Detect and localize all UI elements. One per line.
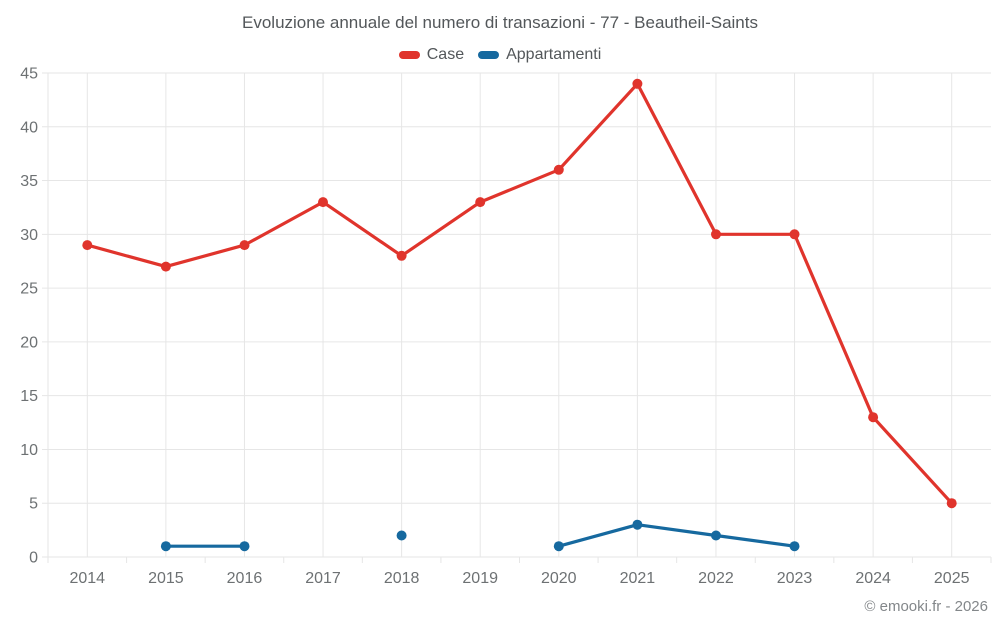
x-tick-label: 2019 <box>462 570 498 587</box>
series-line-case <box>85 82 954 505</box>
data-point-case-2023[interactable] <box>789 229 800 240</box>
y-tick-label: 35 <box>20 173 38 190</box>
x-tick-label: 2022 <box>698 570 734 587</box>
y-tick-label: 10 <box>20 442 38 459</box>
x-tick-label: 2025 <box>934 570 970 587</box>
data-point-case-2014[interactable] <box>82 240 93 251</box>
y-tick-label: 15 <box>20 388 38 405</box>
data-point-case-2015[interactable] <box>160 261 171 272</box>
y-tick-label: 30 <box>20 227 38 244</box>
chart-title: Evoluzione annuale del numero di transaz… <box>242 13 758 32</box>
copyright-text: © emooki.fr - 2026 <box>864 598 988 615</box>
data-point-appartamenti-2022[interactable] <box>711 530 721 541</box>
data-point-case-2018[interactable] <box>396 250 407 261</box>
x-tick-label: 2016 <box>227 570 263 587</box>
x-tick-label: 2021 <box>620 570 656 587</box>
x-tick-label: 2024 <box>855 570 891 587</box>
legend-swatch-appartamenti-icon <box>478 51 500 59</box>
data-point-case-2024[interactable] <box>868 412 879 423</box>
y-tick-label: 5 <box>29 496 38 513</box>
legend-label-case: Case <box>426 46 465 63</box>
legend: Case Appartamenti <box>0 46 1000 64</box>
legend-label-appartamenti: Appartamenti <box>506 46 602 63</box>
y-tick-label: 25 <box>20 281 38 298</box>
data-point-appartamenti-2016[interactable] <box>239 541 250 552</box>
x-tick-label: 2015 <box>148 570 184 587</box>
legend-item-appartamenti[interactable]: Appartamenti <box>478 46 601 64</box>
x-tick-label: 2023 <box>777 570 813 587</box>
x-tick-label: 2018 <box>384 570 420 587</box>
y-tick-label: 40 <box>20 119 38 136</box>
y-tick-label: 45 <box>20 66 38 83</box>
data-point-appartamenti-2020[interactable] <box>553 541 564 552</box>
data-point-case-2021[interactable] <box>632 78 643 89</box>
data-point-appartamenti-2021[interactable] <box>632 519 643 530</box>
x-tick-label: 2020 <box>541 570 577 587</box>
y-tick-label: 0 <box>29 550 38 567</box>
data-point-case-2022[interactable] <box>711 229 721 240</box>
data-point-case-2019[interactable] <box>475 197 486 208</box>
data-point-case-2025[interactable] <box>946 498 957 509</box>
x-tick-label: 2014 <box>69 570 105 587</box>
y-tick-label: 20 <box>20 334 38 351</box>
data-point-case-2017[interactable] <box>318 197 328 208</box>
legend-item-case[interactable]: Case <box>398 46 465 64</box>
data-point-case-2016[interactable] <box>239 240 250 251</box>
series-line-appartamenti <box>557 523 797 548</box>
data-point-appartamenti-2015[interactable] <box>160 541 171 552</box>
data-point-case-2020[interactable] <box>553 164 564 175</box>
data-point-appartamenti-2023[interactable] <box>789 541 800 552</box>
data-point-appartamenti-2018[interactable] <box>396 530 407 541</box>
legend-swatch-case-icon <box>398 51 420 59</box>
x-tick-label: 2017 <box>305 570 341 587</box>
